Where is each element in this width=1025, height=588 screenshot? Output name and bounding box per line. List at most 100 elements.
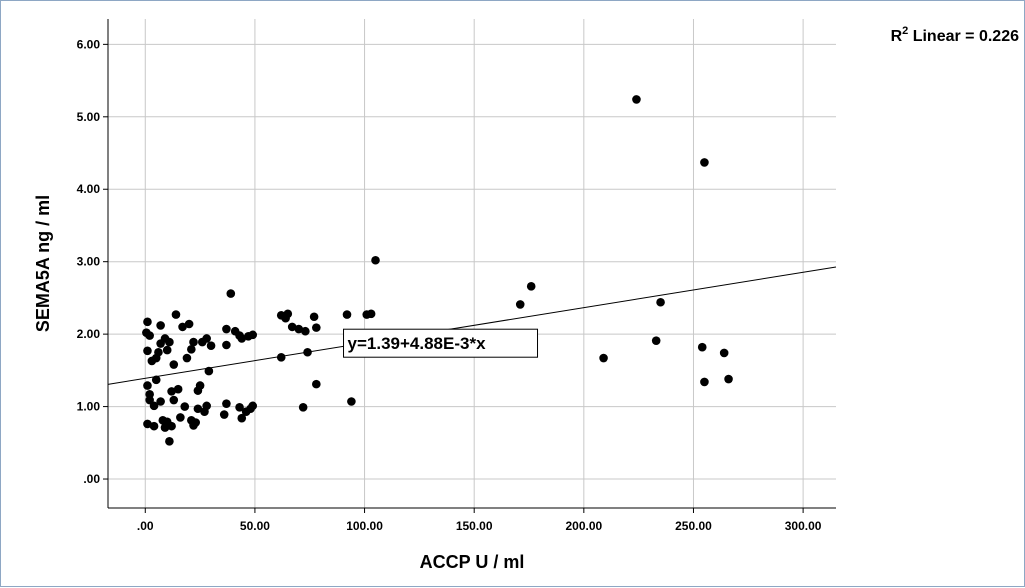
data-point <box>206 341 216 351</box>
data-point <box>171 310 181 319</box>
data-point <box>632 95 641 104</box>
data-point <box>298 403 308 412</box>
data-point <box>169 360 179 369</box>
data-point <box>143 381 152 390</box>
data-point <box>347 397 356 406</box>
data-point <box>656 297 665 307</box>
data-point <box>193 404 203 414</box>
data-point <box>149 421 159 431</box>
data-point <box>515 300 525 309</box>
data-point <box>700 377 709 387</box>
data-point <box>165 437 174 446</box>
data-point <box>143 317 152 327</box>
data-point <box>312 323 321 332</box>
data-point <box>167 421 176 431</box>
data-point <box>526 282 536 291</box>
data-point <box>160 423 170 432</box>
data-point <box>719 348 729 358</box>
data-point <box>342 310 352 319</box>
data-point <box>219 410 229 419</box>
data-point <box>145 331 154 340</box>
x-tick-label: .00 <box>137 519 154 533</box>
data-point <box>189 337 198 347</box>
y-axis-title: SEMA5A ng / ml <box>33 195 53 332</box>
y-tick-labels: .00 1.00 2.00 3.00 4.00 5.00 6.00 <box>77 37 101 486</box>
data-point <box>226 289 236 298</box>
data-point <box>700 158 709 167</box>
data-point <box>599 353 608 363</box>
data-point <box>248 330 258 340</box>
data-point <box>237 334 247 343</box>
data-point <box>309 312 319 322</box>
x-tick-label: 250.00 <box>675 519 712 533</box>
x-tick-label: 200.00 <box>565 519 602 533</box>
r2-prefix: R <box>891 28 903 45</box>
data-point <box>154 347 163 357</box>
data-point <box>178 322 187 332</box>
data-point <box>202 401 211 411</box>
data-point <box>165 337 174 347</box>
data-point <box>237 413 247 423</box>
data-point <box>287 322 297 332</box>
data-point <box>180 402 190 411</box>
data-point <box>162 345 172 355</box>
data-point <box>169 395 179 405</box>
data-point <box>283 309 293 319</box>
data-point <box>222 340 231 350</box>
data-point <box>167 387 176 396</box>
grid <box>108 19 836 508</box>
data-point <box>312 379 321 389</box>
data-point <box>697 342 707 352</box>
data-point <box>156 397 165 406</box>
data-point <box>303 347 312 357</box>
data-point <box>149 401 159 411</box>
data-point <box>276 353 286 362</box>
data-point <box>182 353 192 363</box>
data-points <box>142 95 733 446</box>
data-point <box>248 401 258 411</box>
x-tick-label: 300.00 <box>785 519 822 533</box>
data-point <box>371 255 380 265</box>
axes <box>103 19 836 513</box>
data-point <box>294 324 304 334</box>
y-tick-label: .00 <box>83 472 100 486</box>
x-tick-labels: .00 50.00 100.00 150.00 200.00 250.00 300.00 <box>137 519 822 533</box>
data-point <box>301 326 310 336</box>
data-point <box>724 374 733 384</box>
data-point <box>366 309 376 319</box>
data-point <box>184 319 194 329</box>
data-point <box>193 386 203 395</box>
y-tick-label: 2.00 <box>77 327 101 341</box>
x-axis-title: ACCP U / ml <box>420 552 525 572</box>
y-tick-label: 5.00 <box>77 110 101 124</box>
data-point <box>651 336 661 345</box>
r2-suffix: Linear = 0.226 <box>908 28 1019 45</box>
data-point <box>222 399 231 408</box>
x-tick-label: 150.00 <box>456 519 493 533</box>
data-point <box>222 324 231 334</box>
x-tick-label: 100.00 <box>346 519 383 533</box>
equation-text: y=1.39+4.88E-3*x <box>348 334 487 353</box>
equation-label: y=1.39+4.88E-3*x <box>343 328 539 358</box>
y-tick-label: 1.00 <box>77 400 101 414</box>
plot-area <box>108 19 836 508</box>
data-point <box>156 339 165 348</box>
data-point <box>156 321 165 330</box>
data-point <box>176 413 185 422</box>
data-point <box>204 366 214 376</box>
x-tick-label: 50.00 <box>240 519 270 533</box>
r2-label: R2 Linear = 0.226 <box>891 25 1020 45</box>
data-point <box>143 419 152 429</box>
data-point <box>151 375 161 385</box>
r2-sup: 2 <box>902 25 908 37</box>
data-point <box>187 345 196 354</box>
data-point <box>202 334 211 343</box>
equation-box <box>343 328 539 358</box>
data-point <box>173 384 183 394</box>
y-tick-label: 6.00 <box>77 37 101 51</box>
data-point <box>235 403 244 412</box>
y-tick-label: 4.00 <box>77 182 101 196</box>
data-point <box>189 421 198 430</box>
